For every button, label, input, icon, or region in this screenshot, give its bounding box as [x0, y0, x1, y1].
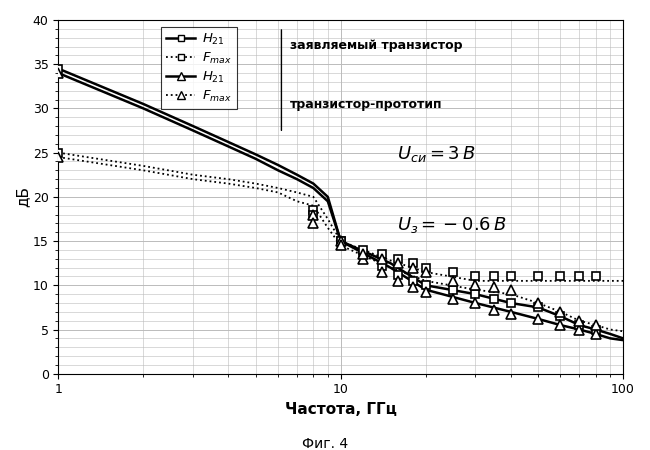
- Text: $U_{з}= -0.6\,В$: $U_{з}= -0.6\,В$: [397, 215, 506, 234]
- Text: Фиг. 4: Фиг. 4: [302, 437, 348, 450]
- Text: заявляемый транзистор: заявляемый транзистор: [290, 40, 462, 53]
- Legend: $H_{21}$, $F_{max}$, $H_{21}$, $F_{max}$: $H_{21}$, $F_{max}$, $H_{21}$, $F_{max}$: [161, 27, 237, 109]
- Text: $U_{си}= 3\,В$: $U_{си}= 3\,В$: [397, 144, 476, 164]
- X-axis label: Частота, ГГц: Частота, ГГц: [285, 402, 396, 417]
- Y-axis label: дБ: дБ: [15, 186, 30, 207]
- Text: транзистор-прототип: транзистор-прототип: [290, 98, 443, 111]
